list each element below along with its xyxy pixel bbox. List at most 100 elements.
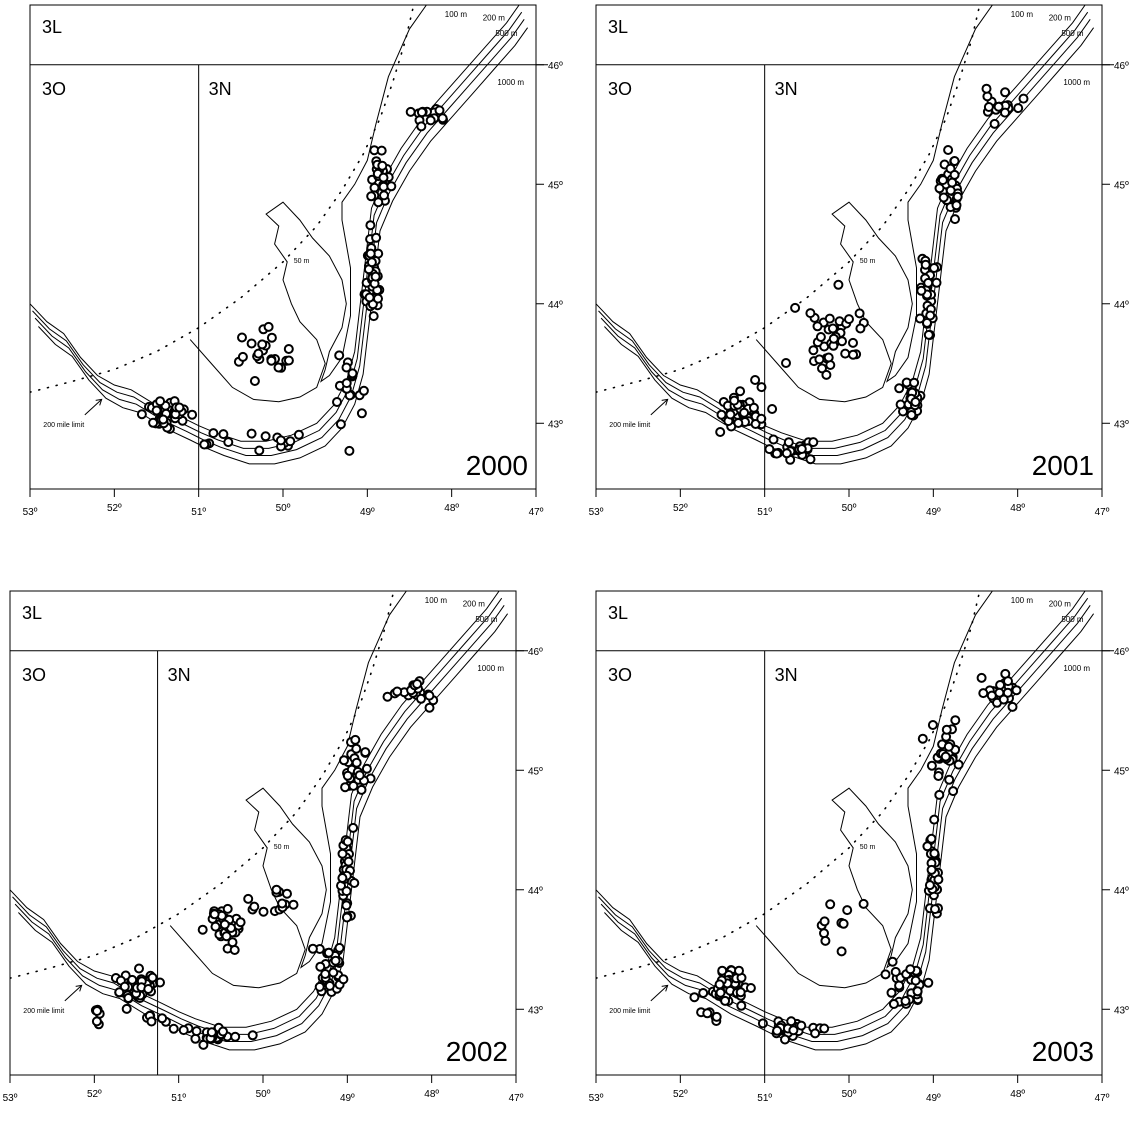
y-tick-label: 46º <box>1114 647 1129 658</box>
survey-point <box>365 248 376 259</box>
survey-point <box>147 972 158 983</box>
depth-contour-3 <box>14 605 505 1042</box>
survey-point <box>805 454 816 465</box>
survey-point <box>808 437 819 448</box>
survey-point <box>434 105 445 116</box>
survey-point <box>910 397 921 407</box>
x-tick-label: 52º <box>87 1089 102 1100</box>
survey-point <box>358 385 369 396</box>
survey-point <box>351 757 362 768</box>
survey-point <box>821 369 832 380</box>
survey-point <box>335 419 346 430</box>
survey-point <box>263 321 274 332</box>
survey-point <box>341 912 352 923</box>
x-tick-label: 50º <box>842 503 857 514</box>
survey-point <box>158 414 169 425</box>
x-tick-label: 53º <box>589 1093 604 1104</box>
survey-point <box>337 848 348 859</box>
survey-point <box>715 987 726 998</box>
survey-point <box>978 688 989 699</box>
survey-point <box>702 1008 713 1019</box>
survey-point <box>360 747 371 758</box>
survey-point <box>253 348 264 359</box>
depth-label: 50 m <box>860 844 876 851</box>
depth-label: 100 m <box>1011 596 1034 605</box>
survey-point <box>282 888 292 899</box>
survey-point <box>926 760 937 771</box>
survey-point <box>266 355 277 366</box>
survey-point <box>342 836 353 847</box>
survey-point <box>343 856 354 867</box>
survey-point <box>934 789 945 800</box>
depth-label: 50 m <box>860 258 876 265</box>
x-tick-label: 52º <box>107 503 122 514</box>
x-tick-label: 48º <box>1010 1089 1025 1100</box>
survey-point <box>208 428 219 439</box>
y-tick-label: 43º <box>548 419 563 430</box>
survey-point <box>392 686 403 697</box>
survey-point <box>993 101 1004 112</box>
y-tick-label: 46º <box>548 61 563 72</box>
boundary-200-mile-limit <box>596 591 981 979</box>
map-content: 100 m 200 m 500 m 1000 m 50 m <box>596 5 1095 465</box>
survey-point <box>895 399 906 410</box>
y-tick-label: 45º <box>548 180 563 191</box>
survey-point <box>917 733 928 744</box>
depth-contour-1 <box>596 591 1086 1028</box>
survey-point <box>437 113 448 124</box>
x-tick-label: 47º <box>529 507 544 518</box>
survey-point <box>365 220 376 231</box>
survey-point <box>819 1023 830 1034</box>
survey-point <box>748 402 759 413</box>
survey-point <box>910 975 921 986</box>
survey-point <box>373 293 383 304</box>
survey-point <box>246 338 257 349</box>
survey-point <box>361 763 372 774</box>
survey-point <box>812 321 823 332</box>
survey-point <box>772 1025 783 1036</box>
survey-point <box>237 351 248 362</box>
survey-point <box>930 904 940 915</box>
x-tick-label: 51º <box>171 1093 186 1104</box>
survey-point <box>983 102 994 112</box>
depth-contour-50m <box>755 591 993 989</box>
division-label-left: 3O <box>22 665 46 685</box>
map-panel-2003: 100 m 200 m 500 m 1000 m 50 m 200 mile limit 3… <box>589 590 1129 1104</box>
survey-point <box>756 413 767 424</box>
survey-point <box>880 969 891 980</box>
division-label-right: 3N <box>209 79 232 99</box>
map-frame <box>9 590 517 1076</box>
depth-contour-3 <box>34 19 525 456</box>
division-label-top: 3L <box>608 17 628 37</box>
survey-point <box>376 145 387 156</box>
y-tick-label: 44º <box>1114 886 1129 897</box>
survey-point <box>424 690 435 701</box>
map-content: 100 m 200 m 500 m 1000 m 50 m <box>596 591 1095 1051</box>
survey-point <box>197 924 208 935</box>
survey-point <box>330 955 341 966</box>
survey-point <box>815 332 826 342</box>
survey-point <box>425 115 436 126</box>
x-tick-label: 53º <box>3 1093 18 1104</box>
x-tick-label: 53º <box>589 507 604 518</box>
survey-point <box>922 841 933 852</box>
survey-point <box>314 981 325 992</box>
survey-point <box>734 965 744 976</box>
survey-point <box>416 693 426 704</box>
survey-point <box>157 1013 168 1024</box>
survey-point <box>288 899 299 910</box>
survey-point <box>820 935 831 946</box>
depth-label: 200 m <box>1049 600 1072 609</box>
x-tick-label: 50º <box>256 1089 271 1100</box>
survey-points <box>90 676 439 1050</box>
y-tick-label: 43º <box>528 1005 543 1016</box>
map-panel-2002: 100 m 200 m 500 m 1000 m 50 m 200 mile limit 3… <box>3 590 543 1104</box>
survey-point <box>257 339 268 350</box>
limit-label: 200 mile limit <box>609 422 650 429</box>
survey-point <box>155 396 166 407</box>
depth-contour-1 <box>596 5 1086 442</box>
survey-point <box>412 679 423 689</box>
survey-point <box>405 106 416 117</box>
survey-point <box>209 909 220 920</box>
map-frame <box>595 4 1103 490</box>
